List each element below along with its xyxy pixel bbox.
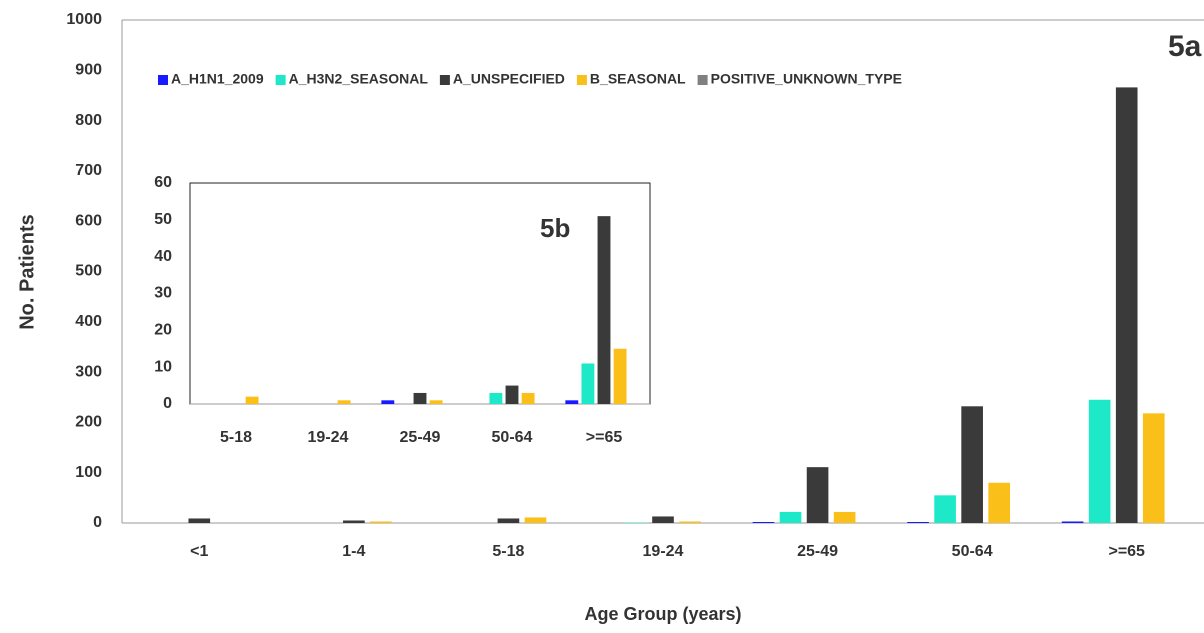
bar xyxy=(505,385,519,404)
legend-label: B_SEASONAL xyxy=(590,71,686,87)
bar xyxy=(521,392,535,404)
x-axis-title: Age Group (years) xyxy=(584,604,741,624)
y-tick-label: 100 xyxy=(75,464,102,481)
bar xyxy=(343,520,365,523)
y-axis-title: No. Patients xyxy=(16,214,38,330)
y-tick-label: 700 xyxy=(75,162,102,179)
bar xyxy=(779,511,802,523)
bar xyxy=(1142,413,1165,523)
inset-frame xyxy=(189,182,651,405)
y-tick-label: 30 xyxy=(154,285,172,302)
x-tick-label: 25-49 xyxy=(400,429,441,446)
y-tick-label: 1000 xyxy=(66,11,102,28)
bar xyxy=(1061,521,1084,523)
bar xyxy=(934,495,956,523)
legend-swatch xyxy=(158,75,168,85)
y-tick-label: 40 xyxy=(154,248,172,265)
legend-swatch xyxy=(275,75,286,85)
y-tick-label: 900 xyxy=(75,62,102,79)
bar xyxy=(806,467,829,523)
y-tick-label: 500 xyxy=(75,263,102,280)
y-tick-label: 600 xyxy=(75,212,102,229)
bar xyxy=(833,511,856,523)
y-tick-label: 60 xyxy=(154,174,172,191)
bar xyxy=(907,521,929,523)
bar xyxy=(961,406,983,523)
y-tick-label: 800 xyxy=(75,112,102,129)
bar xyxy=(370,521,392,523)
bar xyxy=(625,522,647,523)
bar xyxy=(188,518,211,523)
bar xyxy=(1115,87,1138,523)
legend-label: A_H3N2_SEASONAL xyxy=(289,71,429,87)
y-tick-label: 10 xyxy=(154,358,172,375)
y-tick-label: 200 xyxy=(75,414,102,431)
legend-swatch xyxy=(697,75,708,85)
bar xyxy=(752,521,775,523)
annotation: 5b xyxy=(540,213,570,243)
y-tick-label: 0 xyxy=(163,395,172,412)
bar xyxy=(245,396,259,404)
bar xyxy=(565,400,579,404)
bar xyxy=(489,392,503,404)
annotation: 5a xyxy=(1168,30,1202,63)
y-tick-label: 20 xyxy=(154,322,172,339)
x-tick-label: 5-18 xyxy=(492,543,524,560)
bar xyxy=(652,516,674,523)
x-tick-label: 50-64 xyxy=(492,429,533,446)
bar xyxy=(613,348,627,404)
bar xyxy=(429,400,443,404)
bar xyxy=(497,518,520,523)
x-tick-label: >=65 xyxy=(1108,543,1145,560)
legend-label: A_UNSPECIFIED xyxy=(453,71,565,87)
x-tick-label: <1 xyxy=(190,543,208,560)
bar xyxy=(337,400,351,404)
legend-label: POSITIVE_UNKNOWN_TYPE xyxy=(711,71,902,87)
bar xyxy=(524,517,547,523)
bar xyxy=(988,482,1011,523)
legend-label: A_H1N1_2009 xyxy=(171,71,264,87)
plot-5b: 0 10 20 30 40 50 60 5-18 19-24 25-49 50-64 >=65 5b xyxy=(154,174,651,446)
y-tick-label: 300 xyxy=(75,363,102,380)
y-tick-label: 400 xyxy=(75,313,102,330)
bar xyxy=(597,216,611,404)
x-tick-label: >=65 xyxy=(586,429,623,446)
bar xyxy=(413,392,427,404)
bar xyxy=(1088,399,1111,523)
x-tick-label: 25-49 xyxy=(797,543,838,560)
x-tick-label: 5-18 xyxy=(220,429,252,446)
y-tick-label: 0 xyxy=(93,514,102,531)
bar xyxy=(679,521,701,523)
y-tick-label: 50 xyxy=(154,211,172,228)
x-tick-label: 19-24 xyxy=(643,543,684,560)
bar xyxy=(581,363,595,404)
x-tick-label: 1-4 xyxy=(342,543,365,560)
legend-swatch xyxy=(576,75,587,85)
x-tick-label: 50-64 xyxy=(952,543,993,560)
legend-swatch xyxy=(439,75,450,85)
x-tick-label: 19-24 xyxy=(308,429,349,446)
bar xyxy=(381,400,395,404)
